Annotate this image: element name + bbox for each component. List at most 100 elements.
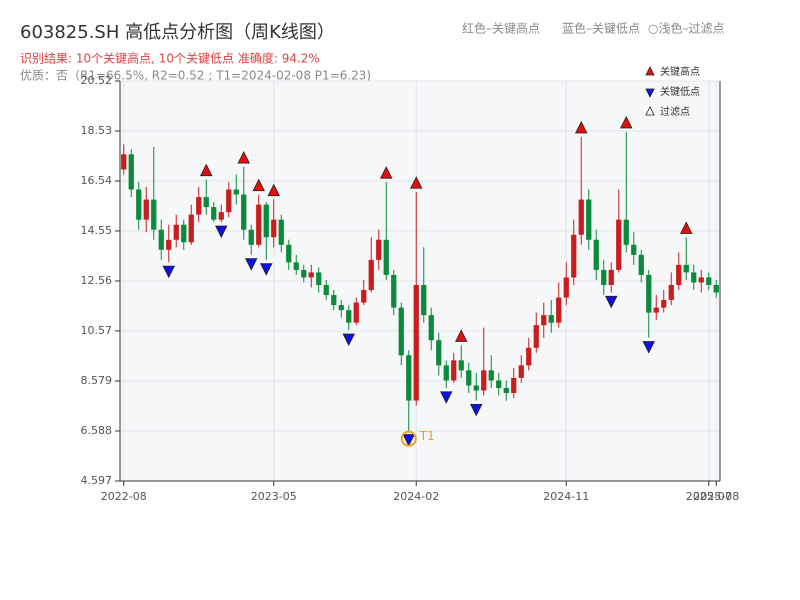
- candle-body: [398, 307, 404, 356]
- candle-body: [218, 212, 224, 220]
- candle-body: [646, 274, 652, 313]
- key-high-marker: [252, 178, 265, 192]
- key-high-marker: [410, 176, 423, 189]
- candle-body: [473, 385, 479, 391]
- legend-label: 过滤点: [660, 105, 690, 118]
- candle-body: [481, 370, 487, 391]
- candle-body: [623, 219, 629, 245]
- candle-body: [443, 365, 449, 381]
- candle-body: [301, 269, 307, 278]
- candle-body: [263, 204, 269, 238]
- candle-body: [211, 207, 217, 220]
- legend-label: 关键低点: [660, 85, 700, 98]
- candle-body: [383, 239, 389, 275]
- candle-body: [278, 219, 284, 245]
- key-high-marker: [680, 221, 693, 234]
- candle-body: [241, 194, 247, 230]
- candle-body: [511, 377, 517, 394]
- legend-icon: [645, 66, 655, 76]
- candle-body: [308, 272, 314, 278]
- key-high-marker: [200, 163, 213, 177]
- candle-body: [668, 284, 674, 301]
- candle-body: [713, 284, 719, 293]
- y-tick-label: 12.56: [81, 274, 113, 287]
- y-tick-label: 18.53: [81, 124, 113, 137]
- candle-body: [488, 370, 494, 381]
- key-high-marker: [267, 183, 280, 197]
- candle-body: [458, 360, 464, 371]
- candle-body: [271, 219, 277, 238]
- key-low-marker: [260, 263, 273, 276]
- candle-body: [316, 272, 322, 285]
- candle-body: [691, 272, 697, 283]
- candle-body: [413, 284, 419, 401]
- candle-body: [346, 310, 352, 323]
- x-tick-label: 2023-05: [251, 490, 297, 503]
- candle-body: [173, 224, 179, 240]
- key-high-marker: [237, 151, 250, 164]
- candle-body: [143, 199, 149, 220]
- candle-body: [578, 199, 584, 235]
- header-legend: 红色–关键高点: [462, 21, 540, 36]
- candle-body: [541, 315, 547, 326]
- candle-body: [563, 277, 569, 298]
- candle-body: [286, 244, 292, 263]
- candle-body: [361, 290, 367, 303]
- candle-body: [706, 277, 712, 285]
- y-tick-label: 20.52: [81, 74, 113, 87]
- highlight-label: T1: [419, 429, 435, 443]
- header-legend: 蓝色–关键低点: [562, 22, 640, 36]
- legend-icon: [645, 88, 655, 98]
- candle-body: [196, 197, 202, 215]
- candle-body: [248, 229, 254, 245]
- candle-body: [151, 199, 157, 230]
- y-tick-label: 8.579: [81, 374, 113, 387]
- candle-body: [166, 239, 172, 250]
- candle-body: [256, 204, 262, 245]
- y-tick-label: 10.57: [81, 324, 113, 337]
- key-high-marker: [620, 115, 633, 129]
- y-tick-label: 14.55: [81, 224, 113, 237]
- candle-body: [503, 387, 509, 394]
- candle-body: [593, 239, 599, 270]
- candle-body: [353, 302, 359, 323]
- candle-body: [496, 380, 502, 388]
- candle-body: [548, 315, 554, 323]
- candle-body: [571, 234, 577, 278]
- y-tick-label: 16.54: [81, 174, 113, 187]
- candle-body: [158, 229, 164, 250]
- key-low-marker: [245, 258, 258, 271]
- candle-body: [698, 277, 704, 283]
- chart-title: 603825.SH 高低点分析图（周K线图）: [20, 22, 335, 43]
- candle-body: [421, 284, 427, 316]
- candle-body: [526, 347, 532, 366]
- key-low-marker: [605, 295, 618, 309]
- key-low-marker: [470, 403, 483, 417]
- candle-body: [601, 269, 607, 285]
- candle-body: [121, 154, 127, 170]
- x-tick-label: 2024-11: [543, 490, 589, 503]
- key-high-marker: [455, 329, 468, 342]
- candle-body: [406, 355, 412, 401]
- x-tick-label: 2025-08: [693, 490, 739, 503]
- candle-body: [616, 219, 622, 270]
- key-low-marker: [342, 333, 355, 347]
- candle-body: [331, 295, 337, 306]
- candle-body: [451, 360, 457, 381]
- candle-body: [376, 239, 382, 260]
- candle-body: [428, 315, 434, 341]
- y-tick-label: 6.588: [81, 424, 113, 437]
- candle-body: [608, 269, 614, 285]
- legend-label: 关键高点: [660, 65, 700, 78]
- highlight-point: [400, 430, 417, 447]
- candle-body: [638, 254, 644, 275]
- key-low-marker: [440, 391, 453, 404]
- candle-body: [188, 214, 194, 243]
- chart-subtitle: 识别结果: 10个关键高点, 10个关键低点 准确度: 94.2%: [20, 51, 320, 66]
- key-low-marker: [162, 265, 175, 279]
- x-tick-label: 2022-08: [101, 490, 147, 503]
- y-tick-label: 4.597: [81, 474, 113, 487]
- header-legend: ○浅色–过滤点: [648, 22, 724, 36]
- candle-body: [683, 264, 689, 273]
